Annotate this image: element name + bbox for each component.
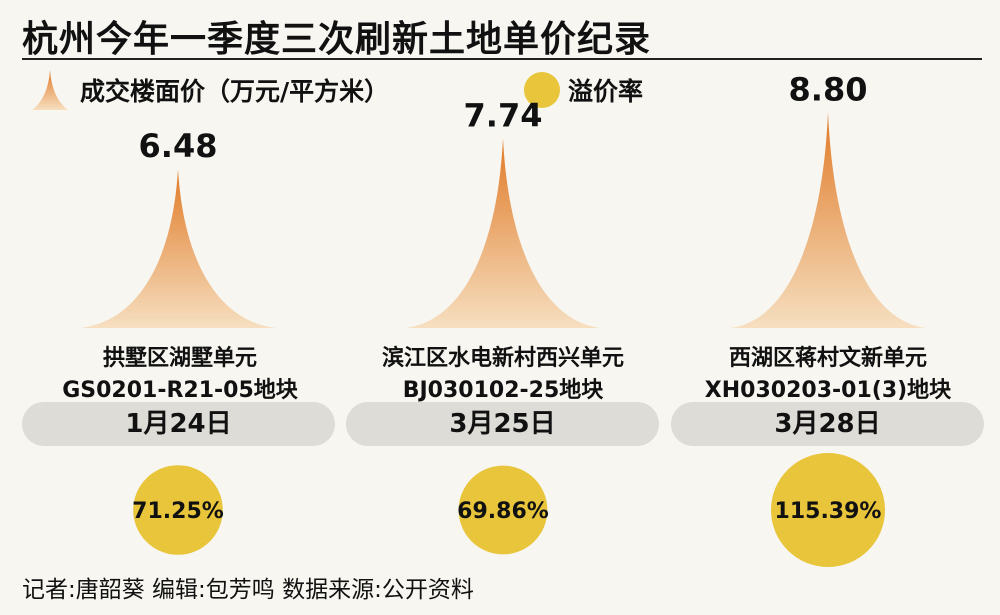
price-spike-1 xyxy=(80,169,276,328)
plot-3-date: 3月28日 xyxy=(671,402,984,446)
legend-rate: 溢价率 xyxy=(524,70,643,110)
legend-rate-label: 溢价率 xyxy=(568,77,644,106)
rate-bubble-3 xyxy=(771,453,885,567)
plot-1-name: 拱墅区湖墅单元 xyxy=(102,346,257,371)
rate-bubble-2 xyxy=(458,465,548,555)
price-label-2: 7.74 xyxy=(464,96,543,134)
price-label-1: 6.48 xyxy=(139,127,218,165)
rate-label-1: 71.25% xyxy=(132,499,224,524)
plot-2-name: 滨江区水电新村西兴单元 xyxy=(381,346,624,371)
plot-3-name: 西湖区蒋村文新单元 xyxy=(728,346,927,371)
plot-2-code: BJ030102-25地块 xyxy=(402,378,604,403)
price-spike-2 xyxy=(405,138,601,328)
spike-legend-icon xyxy=(32,70,68,110)
credits: 记者:唐韶葵 编辑:包芳鸣 数据来源:公开资料 xyxy=(22,577,474,603)
rate-label-3: 115.39% xyxy=(775,499,882,524)
chart-title: 杭州今年一季度三次刷新土地单价纪录 xyxy=(22,19,652,60)
rate-bubble-1 xyxy=(133,465,223,555)
plot-3-code: XH030203-01(3)地块 xyxy=(704,378,952,403)
title-divider xyxy=(22,58,982,60)
rate-label-2: 69.86% xyxy=(457,499,549,524)
legend-price-label: 成交楼面价（万元/平方米） xyxy=(80,77,390,106)
plot-2-date: 3月25日 xyxy=(346,402,659,446)
price-spike-3 xyxy=(730,112,926,329)
price-label-3: 8.80 xyxy=(789,70,868,108)
plot-1-code: GS0201-R21-05地块 xyxy=(62,378,298,403)
legend-price: 成交楼面价（万元/平方米） xyxy=(28,70,389,110)
bubble-legend-icon xyxy=(524,72,560,108)
plot-1-date: 1月24日 xyxy=(22,402,335,446)
